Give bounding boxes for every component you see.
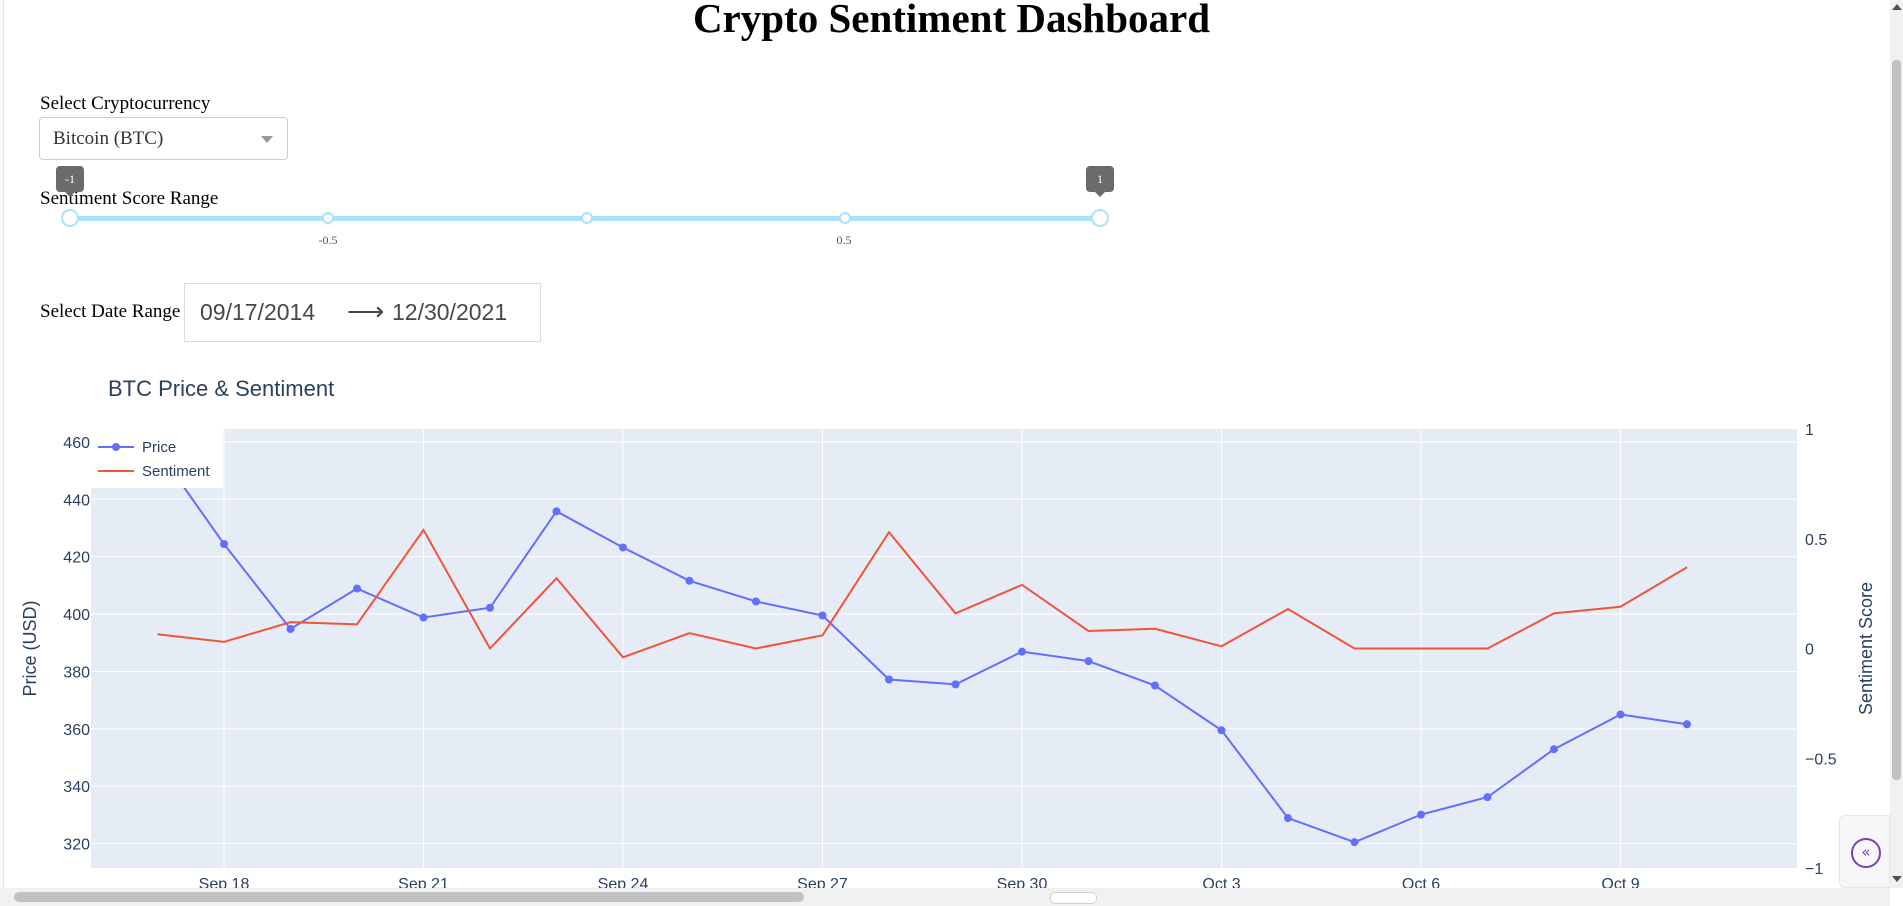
data-point-price xyxy=(818,611,827,620)
data-point-price xyxy=(752,597,760,606)
data-point-price xyxy=(419,613,428,622)
legend-box xyxy=(91,429,223,488)
chart-title: BTC Price & Sentiment xyxy=(108,376,335,401)
data-point-price xyxy=(353,584,361,593)
data-point-price xyxy=(685,576,694,585)
data-point-price xyxy=(1350,838,1359,847)
y2-tick-label: −0.5 xyxy=(1805,751,1837,768)
y-tick-label: 340 xyxy=(63,779,90,796)
series-line-price xyxy=(156,449,1688,844)
data-point-price xyxy=(486,603,494,612)
data-point-price xyxy=(1084,657,1093,666)
y-tick-label: 380 xyxy=(63,664,90,681)
crypto-dropdown-value: Bitcoin (BTC) xyxy=(53,128,164,149)
date-range-picker[interactable]: 09/17/2014 ⟶ 12/30/2021 xyxy=(184,283,541,342)
data-point-price xyxy=(1217,726,1226,735)
slider-tick-label: -0.5 xyxy=(318,233,338,247)
series-line-sentiment xyxy=(157,528,1688,659)
slider-mark xyxy=(581,212,593,224)
horizontal-scroll-handle[interactable] xyxy=(1050,892,1097,904)
slider-tick-label: 0.5 xyxy=(836,233,852,247)
slider-high-tooltip: 1 xyxy=(1086,166,1114,197)
vertical-scrollbar[interactable] xyxy=(1890,0,1903,888)
start-date-input[interactable]: 09/17/2014 xyxy=(200,299,316,325)
y-tick-label: 460 xyxy=(63,435,90,452)
data-point-price xyxy=(1550,745,1558,754)
sidebar-toggle-button[interactable]: « xyxy=(1839,815,1890,888)
end-date-input[interactable]: 12/30/2021 xyxy=(392,299,508,325)
y2-axis-title: Sentiment Score xyxy=(1856,582,1876,715)
plot-background xyxy=(91,429,1797,868)
data-point-price xyxy=(951,680,960,689)
arrow-right-icon: ⟶ xyxy=(347,296,385,326)
data-point-price xyxy=(885,675,893,684)
double-chevron-left-icon: « xyxy=(1851,838,1881,868)
data-point-price xyxy=(1616,710,1625,719)
legend-marker xyxy=(112,443,120,451)
price-sentiment-chart[interactable]: Sep 18 Sep 21 Sep 24 Sep 27 Sep 30 Oct 3 Oct 6… xyxy=(0,400,1903,888)
slider-high-handle[interactable] xyxy=(1091,209,1109,227)
slider-low-tooltip: -1 xyxy=(56,166,84,197)
crypto-select-label: Select Cryptocurrency xyxy=(40,93,211,114)
slider-mark xyxy=(839,212,851,224)
y-tick-label: 440 xyxy=(63,492,90,509)
data-point-price xyxy=(1151,681,1159,690)
page-title: Crypto Sentiment Dashboard xyxy=(692,0,1211,41)
x-tick-label: Sep 21 xyxy=(398,876,449,888)
x-tick-label: Sep 30 xyxy=(997,876,1048,888)
data-point-price xyxy=(1018,647,1026,656)
data-point-price xyxy=(1483,793,1492,802)
y2-tick-label: 0 xyxy=(1805,642,1814,659)
y2-tick-label: −1 xyxy=(1805,861,1823,878)
slider-low-handle[interactable] xyxy=(61,209,79,227)
data-point-price xyxy=(286,624,295,633)
horizontal-scrollbar[interactable] xyxy=(0,888,1890,906)
x-tick-label: Oct 3 xyxy=(1202,876,1240,888)
data-point-price xyxy=(1284,814,1292,823)
x-tick-label: Sep 18 xyxy=(199,876,250,888)
y-axis-title: Price (USD) xyxy=(20,600,40,696)
legend-label: Price xyxy=(142,439,176,456)
y-tick-label: 320 xyxy=(63,837,90,854)
sentiment-range-label: Sentiment Score Range xyxy=(40,188,219,209)
x-tick-label: Sep 27 xyxy=(797,876,848,888)
date-range-label: Select Date Range xyxy=(40,301,181,322)
y2-tick-label: 1 xyxy=(1805,422,1814,439)
y2-tick-label: 0.5 xyxy=(1805,532,1827,549)
data-point-price xyxy=(1417,810,1425,819)
horizontal-scroll-thumb[interactable] xyxy=(14,892,804,902)
x-tick-label: Oct 9 xyxy=(1601,876,1639,888)
scroll-down-icon[interactable] xyxy=(1892,876,1902,882)
chevron-down-icon[interactable] xyxy=(261,136,273,143)
crypto-dropdown[interactable]: Bitcoin (BTC) xyxy=(39,117,288,160)
y-tick-label: 420 xyxy=(63,550,90,567)
data-point-price xyxy=(619,543,627,552)
y-tick-label: 400 xyxy=(63,607,90,624)
data-point-price xyxy=(552,507,561,516)
x-tick-label: Sep 24 xyxy=(598,876,649,888)
data-point-price xyxy=(1683,720,1691,729)
data-point-price xyxy=(220,540,228,549)
slider-mark xyxy=(322,212,334,224)
legend-label: Sentiment xyxy=(142,463,210,480)
scroll-up-icon[interactable] xyxy=(1892,4,1902,10)
vertical-scroll-thumb[interactable] xyxy=(1892,60,1901,780)
x-tick-label: Oct 6 xyxy=(1402,876,1440,888)
y-tick-label: 360 xyxy=(63,722,90,739)
